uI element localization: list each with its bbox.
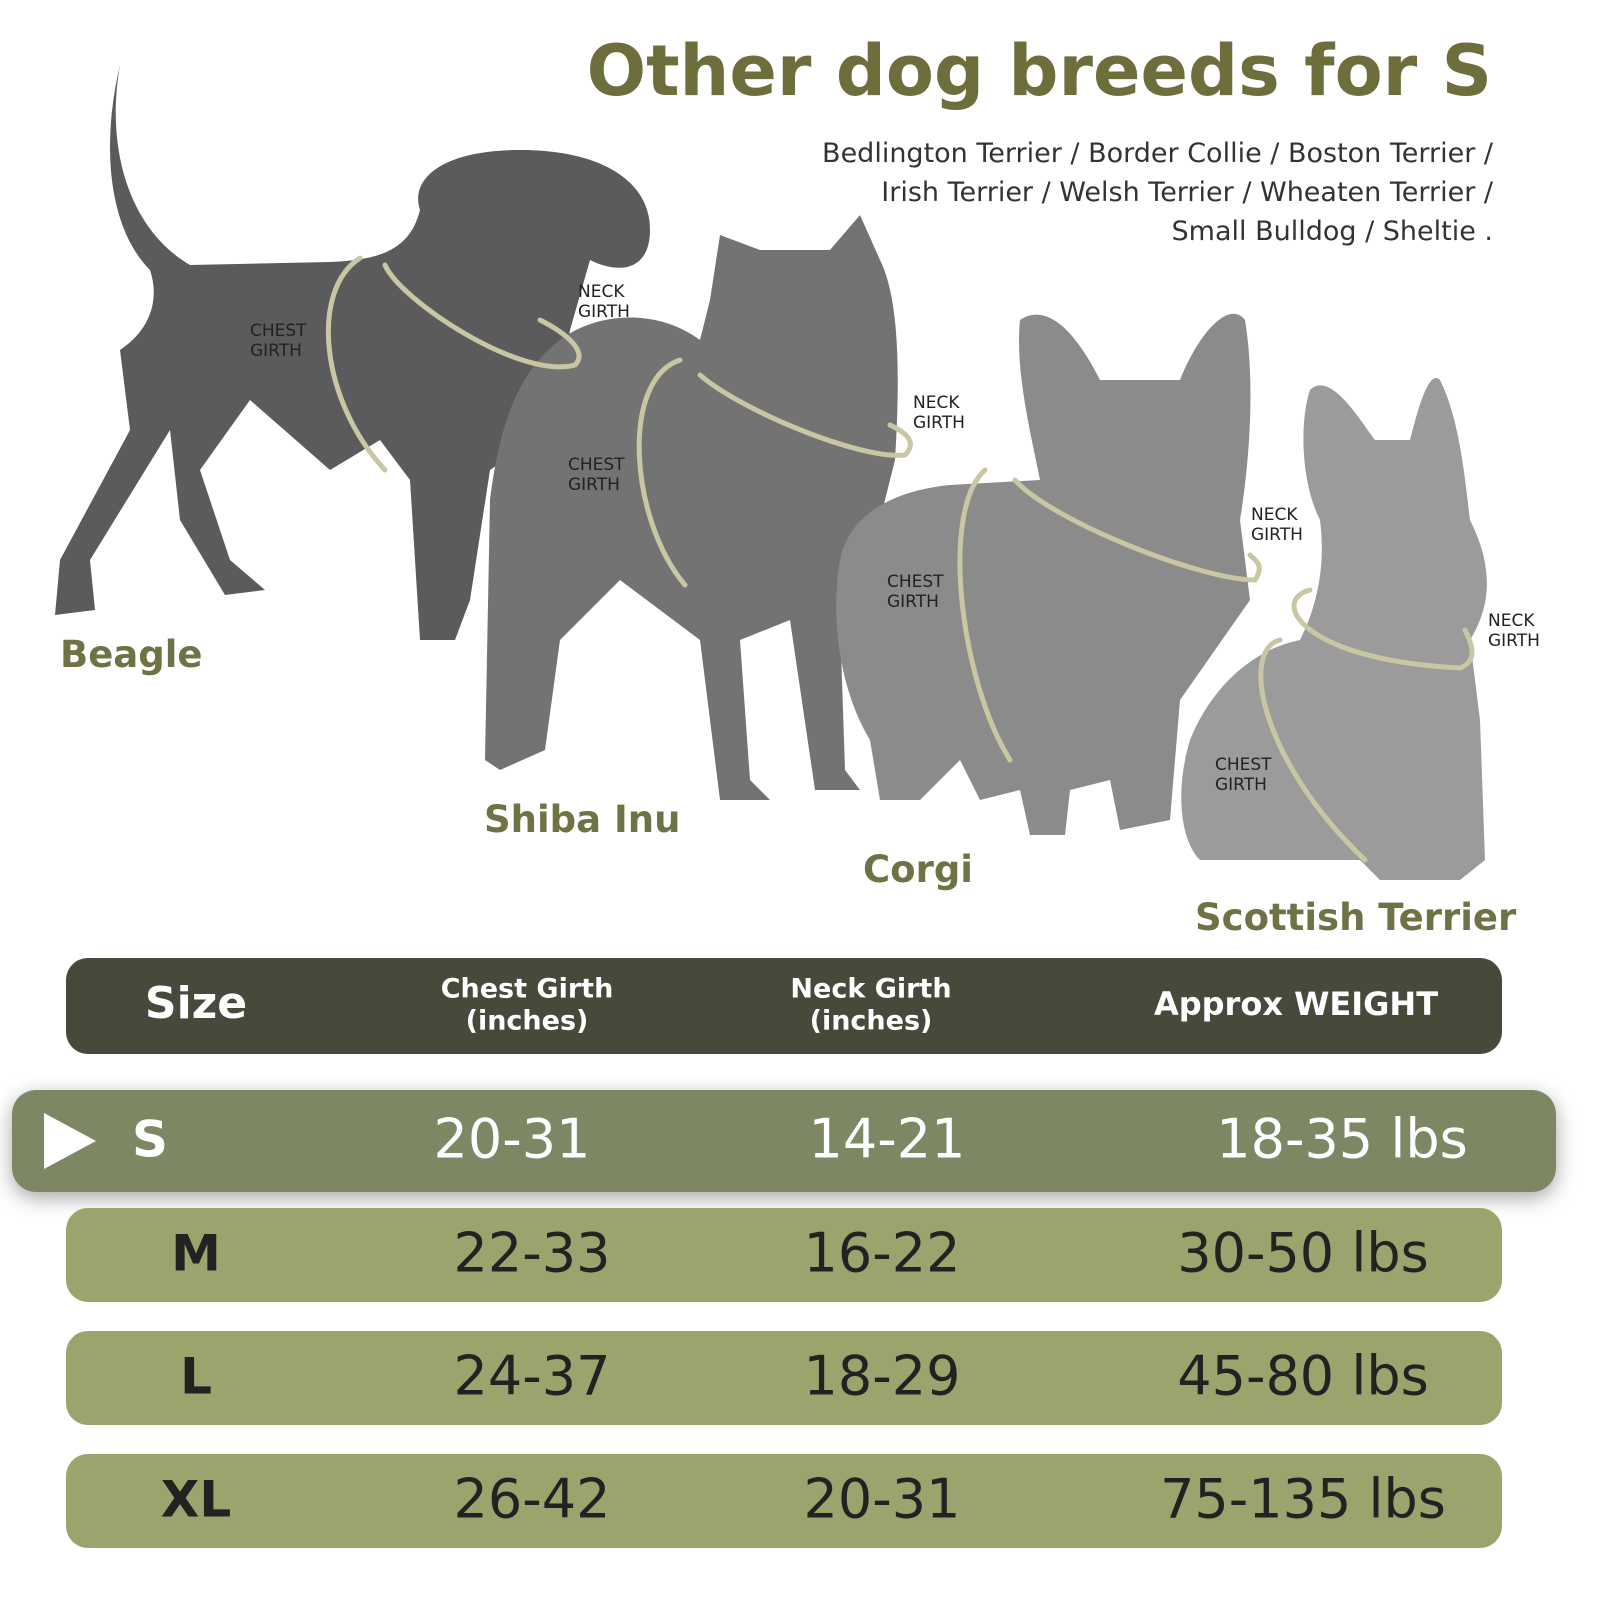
cell-value: 14-21 <box>809 1108 966 1171</box>
cell-value: 20-31 <box>434 1108 591 1171</box>
neck-label: GIRTH <box>1488 631 1540 651</box>
column-header: (inches) <box>810 1006 933 1037</box>
row-background <box>66 1208 1502 1302</box>
neck-label: NECK <box>1251 505 1298 525</box>
chest-label: GIRTH <box>1215 775 1267 795</box>
size-label: L <box>180 1348 212 1406</box>
cell-value: 16-22 <box>804 1222 961 1285</box>
shiba-silhouette <box>485 215 898 800</box>
size-label: XL <box>161 1471 231 1529</box>
girth-line <box>697 372 913 458</box>
chest-label: GIRTH <box>568 475 620 495</box>
dog-name: Scottish Terrier <box>1195 896 1517 939</box>
row-pointer <box>44 1113 96 1169</box>
column-header: Neck Girth <box>790 974 951 1005</box>
breed-line: Bedlington Terrier / Border Collie / Bos… <box>822 138 1494 169</box>
girth-line <box>636 357 688 588</box>
column-header: Chest Girth <box>441 974 614 1005</box>
scottie-silhouette <box>1181 378 1487 880</box>
row-highlight <box>12 1090 1556 1192</box>
cell-value: 20-31 <box>804 1468 961 1531</box>
girth-line <box>1258 637 1368 863</box>
column-header: Size <box>145 978 247 1029</box>
beagle-silhouette <box>55 65 650 640</box>
dog-name: Beagle <box>60 633 203 676</box>
title: Other dog breeds for S <box>587 30 1492 112</box>
neck-label: NECK <box>1488 611 1535 631</box>
girth-line <box>1012 477 1262 583</box>
table: Size Chest Girth(inches)Neck Girth(inches… <box>12 974 1556 1548</box>
chest-label: GIRTH <box>887 592 939 612</box>
chest-label: CHEST <box>1215 755 1272 775</box>
neck-label: NECK <box>913 393 960 413</box>
cell-value: 24-37 <box>454 1345 611 1408</box>
row-background <box>66 1454 1502 1548</box>
girth-line <box>1291 587 1475 671</box>
breed-line: Small Bulldog / Sheltie . <box>1172 216 1494 247</box>
girth-line <box>325 255 388 473</box>
chest-label: CHEST <box>568 455 625 475</box>
cell-value: 22-33 <box>454 1222 611 1285</box>
chest-label: CHEST <box>887 572 944 592</box>
chest-label: GIRTH <box>250 341 302 361</box>
size-label: M <box>171 1225 221 1283</box>
girth-line <box>382 262 582 370</box>
size-label: S <box>132 1111 168 1169</box>
neck-label: GIRTH <box>913 413 965 433</box>
dog-name: Corgi <box>863 848 973 891</box>
neck-label: GIRTH <box>578 302 630 322</box>
cell-value: 30-50 lbs <box>1177 1222 1429 1285</box>
cell-value: 18-29 <box>804 1345 961 1408</box>
cell-value: 26-42 <box>454 1468 611 1531</box>
neck-label: GIRTH <box>1251 525 1303 545</box>
row-background <box>66 1331 1502 1425</box>
neck-label: NECK <box>578 282 625 302</box>
dog-name: Shiba Inu <box>484 798 680 841</box>
corgi-silhouette <box>836 313 1251 836</box>
cell-value: 75-135 lbs <box>1160 1468 1446 1531</box>
column-header: (inches) <box>466 1006 589 1037</box>
column-header: Approx WEIGHT <box>1154 985 1438 1023</box>
girth-line <box>957 467 1013 763</box>
table-header <box>66 958 1502 1054</box>
cell-value: 45-80 lbs <box>1177 1345 1429 1408</box>
chest-label: CHEST <box>250 321 307 341</box>
breed-line: Irish Terrier / Welsh Terrier / Wheaten … <box>881 177 1494 208</box>
cell-value: 18-35 lbs <box>1216 1108 1468 1171</box>
